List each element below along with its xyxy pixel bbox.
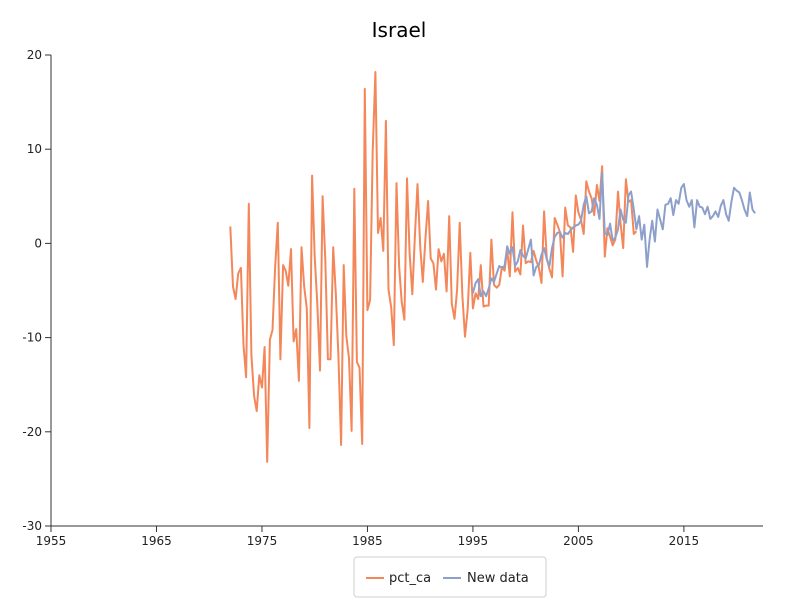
legend: pct_ca New data [353, 556, 547, 598]
y-tick-label: -30 [22, 519, 42, 533]
x-tick-label: 2015 [669, 534, 700, 548]
series-line-pct-ca [229, 71, 638, 463]
y-tick-label: -20 [22, 425, 42, 439]
series-line-new-data [471, 171, 756, 298]
x-tick-label: 1955 [36, 534, 67, 548]
legend-label: pct_ca [389, 571, 431, 586]
x-tick-label: 1965 [141, 534, 172, 548]
legend-label: New data [467, 571, 529, 586]
x-tick-label: 1995 [458, 534, 489, 548]
y-tick-label: 10 [27, 142, 42, 156]
y-tick-label: 0 [34, 236, 42, 250]
x-tick-label: 2005 [563, 534, 594, 548]
y-tick-label: 20 [27, 48, 42, 62]
axes: -30 -20 -10 0 10 20 1955 1965 1975 1985 1995 2005 20… [22, 48, 763, 548]
series-layer [229, 71, 756, 463]
x-tick-label: 1985 [352, 534, 383, 548]
chart-title: Israel [372, 18, 427, 42]
x-tick-label: 1975 [247, 534, 278, 548]
y-tick-label: -10 [22, 331, 42, 345]
